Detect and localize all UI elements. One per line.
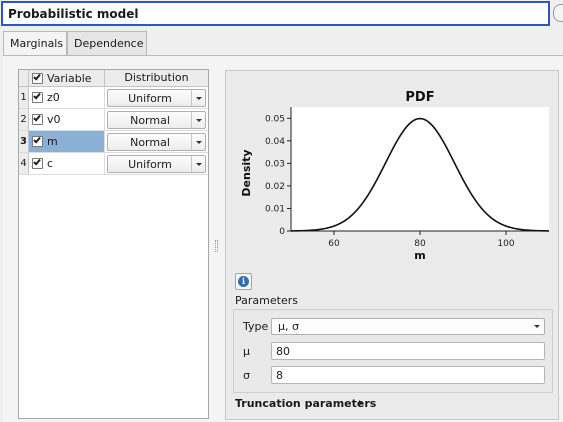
distribution-dropdown[interactable]: Normal — [107, 111, 206, 129]
pdf-chart: PDF m Density 0 0.01 0.02 0.03 0.04 0.05 60 80 1… — [240, 90, 550, 262]
distribution-dropdown[interactable]: Uniform — [107, 155, 206, 173]
table-row[interactable]: 4 c Uniform — [19, 153, 208, 175]
parameter-type-value: μ, σ — [278, 320, 299, 333]
tab-marginals[interactable]: Marginals — [3, 31, 67, 57]
y-axis-label: Density — [240, 149, 253, 196]
variable-cell[interactable]: v0 — [29, 109, 105, 131]
table-row[interactable]: 2 v0 Normal — [19, 109, 208, 131]
table-row[interactable]: 3 m Normal — [19, 131, 208, 153]
y-tick-label: 0.03 — [265, 159, 285, 169]
row-number: 2 — [19, 109, 29, 131]
sigma-field[interactable]: 8 — [271, 366, 545, 384]
parameter-type-dropdown[interactable]: μ, σ — [271, 318, 545, 335]
x-tick-label: 80 — [414, 239, 426, 249]
variable-cell[interactable]: c — [29, 153, 105, 175]
chevron-down-icon — [196, 97, 202, 100]
mu-value: 80 — [276, 345, 290, 358]
chevron-right-icon — [359, 400, 363, 406]
model-title: Probabilistic model — [8, 7, 139, 21]
distribution-value: Normal — [130, 136, 170, 149]
mu-label: μ — [243, 345, 250, 358]
distribution-cell: Uniform — [105, 153, 208, 175]
chevron-down-icon — [534, 325, 540, 328]
y-tick-label: 0 — [279, 227, 285, 237]
variable-name: m — [47, 135, 58, 148]
truncation-parameters-toggle[interactable]: Truncation parameters — [235, 397, 377, 410]
parameters-group: Type μ, σ μ 80 σ 8 — [233, 309, 553, 393]
select-all-checkbox[interactable] — [32, 72, 43, 84]
dropdown-arrow[interactable] — [191, 156, 205, 172]
y-tick-label: 0.01 — [265, 204, 285, 214]
y-tick-label: 0.02 — [265, 182, 285, 192]
row-number: 1 — [19, 87, 29, 109]
variable-name: v0 — [47, 113, 61, 126]
variable-cell-selected[interactable]: m — [29, 131, 105, 153]
distribution-cell: Uniform — [105, 87, 208, 109]
mu-field[interactable]: 80 — [271, 342, 545, 360]
header-distribution[interactable]: Distribution — [124, 71, 189, 84]
dropdown-arrow[interactable] — [191, 134, 205, 150]
table-corner — [19, 70, 29, 87]
distribution-panel: PDF m Density 0 0.01 0.02 0.03 0.04 0.05 60 80 1… — [225, 70, 559, 420]
sigma-value: 8 — [276, 369, 283, 382]
x-axis-label: m — [414, 249, 425, 262]
info-icon: i — [238, 276, 249, 287]
info-button[interactable]: i — [235, 273, 252, 290]
header-variable[interactable]: Variable — [29, 70, 105, 87]
variable-checkbox[interactable] — [32, 135, 43, 147]
sigma-label: σ — [243, 369, 250, 382]
row-number: 3 — [19, 131, 29, 153]
distribution-cell: Normal — [105, 109, 208, 131]
tab-dependence[interactable]: Dependence — [67, 31, 147, 56]
distribution-dropdown[interactable]: Normal — [107, 133, 206, 151]
tab-divider — [3, 55, 563, 56]
variable-checkbox[interactable] — [32, 157, 43, 169]
plot-area — [291, 107, 549, 231]
variable-checkbox[interactable] — [32, 113, 43, 125]
type-label: Type — [243, 320, 269, 333]
splitter-handle[interactable] — [215, 240, 218, 252]
variable-checkbox[interactable] — [32, 91, 43, 103]
distribution-cell: Normal — [105, 131, 208, 153]
chevron-down-icon — [196, 163, 202, 166]
dropdown-arrow[interactable] — [191, 112, 205, 128]
parameters-label: Parameters — [235, 294, 298, 307]
pdf-plot: PDF m Density 0 0.01 0.02 0.03 0.04 0.05 60 80 1… — [233, 78, 553, 263]
chart-title: PDF — [405, 90, 434, 105]
distribution-dropdown[interactable]: Uniform — [107, 89, 206, 107]
pdf-curve — [290, 117, 550, 232]
row-number: 4 — [19, 153, 29, 175]
x-tick-label: 100 — [497, 239, 514, 249]
distribution-value: Uniform — [128, 92, 172, 105]
variable-name: z0 — [47, 91, 60, 104]
variable-name: c — [47, 157, 54, 170]
chevron-down-icon — [196, 141, 202, 144]
corner-button[interactable] — [553, 4, 563, 22]
variables-table: Variable Distribution 1 z0 Uniform 2 v0 — [18, 69, 209, 419]
header-variable-label: Variable — [47, 72, 92, 85]
marginals-panel: Variable Distribution 1 z0 Uniform 2 v0 — [3, 56, 563, 422]
distribution-value: Normal — [130, 114, 170, 127]
x-tick-label: 60 — [328, 239, 340, 249]
model-title-bar[interactable]: Probabilistic model — [1, 1, 550, 26]
table-header: Variable Distribution — [19, 70, 208, 87]
variable-cell[interactable]: z0 — [29, 87, 105, 109]
distribution-value: Uniform — [128, 158, 172, 171]
y-tick-label: 0.05 — [265, 114, 285, 124]
dropdown-arrow[interactable] — [191, 90, 205, 106]
y-tick-label: 0.04 — [265, 137, 285, 147]
table-row[interactable]: 1 z0 Uniform — [19, 87, 208, 109]
chevron-down-icon — [196, 119, 202, 122]
